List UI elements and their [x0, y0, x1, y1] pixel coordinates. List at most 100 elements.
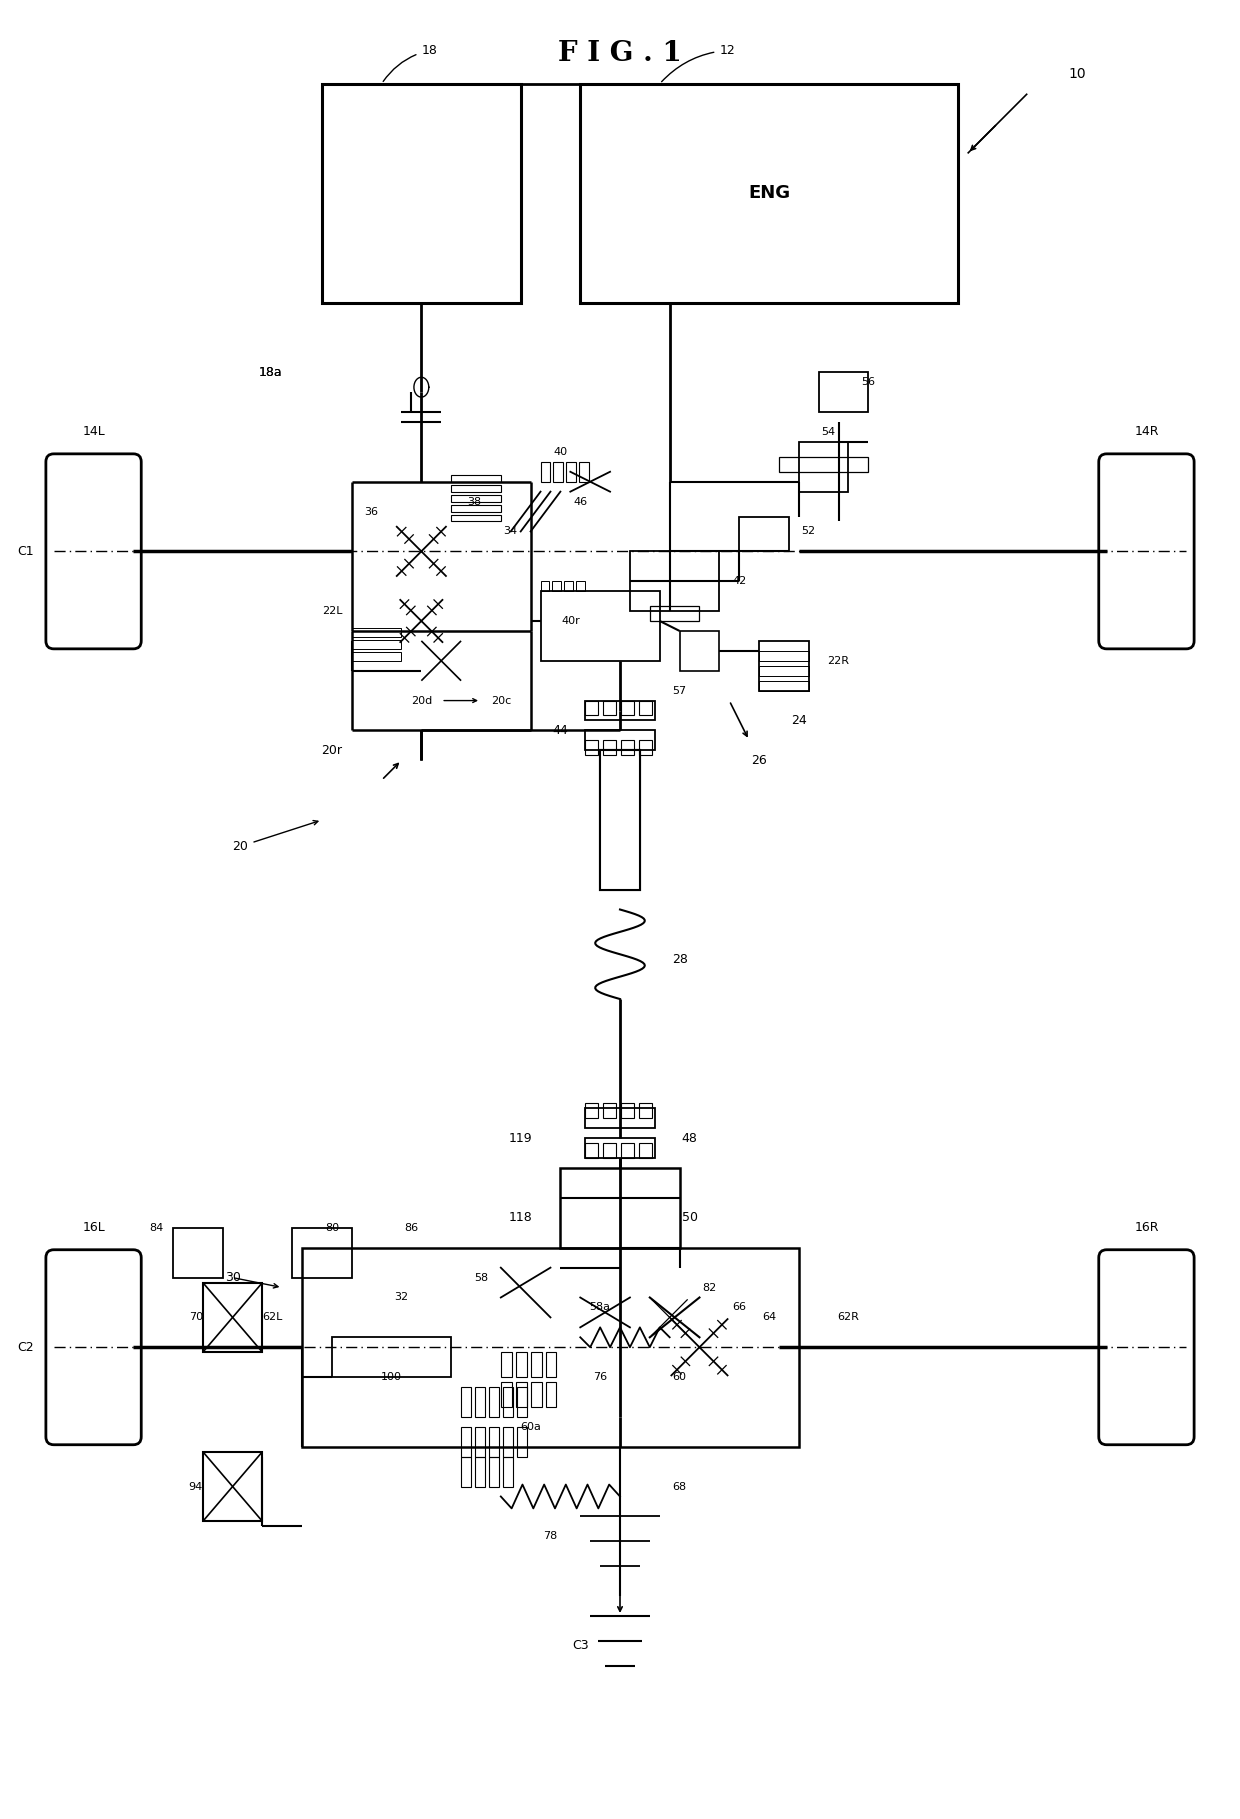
- Bar: [779, 457, 868, 471]
- Bar: [461, 1388, 471, 1417]
- Text: 32: 32: [394, 1293, 408, 1302]
- Bar: [501, 1352, 512, 1377]
- Bar: [564, 582, 573, 591]
- Text: C3: C3: [572, 1639, 589, 1652]
- Bar: [585, 1108, 655, 1128]
- Text: 20c: 20c: [491, 695, 511, 706]
- Text: 84: 84: [149, 1222, 164, 1233]
- Bar: [585, 740, 598, 755]
- Bar: [203, 1282, 263, 1352]
- Bar: [603, 1144, 616, 1159]
- Bar: [650, 606, 699, 620]
- Bar: [639, 1144, 652, 1159]
- Text: 48: 48: [682, 1131, 697, 1144]
- Bar: [585, 1139, 655, 1159]
- Text: 57: 57: [672, 686, 687, 695]
- Bar: [516, 1352, 527, 1377]
- Bar: [451, 495, 501, 502]
- Bar: [739, 517, 789, 551]
- Bar: [352, 628, 402, 637]
- Text: 16L: 16L: [82, 1221, 105, 1235]
- Bar: [451, 504, 501, 511]
- FancyBboxPatch shape: [1099, 1250, 1194, 1444]
- Bar: [451, 475, 501, 482]
- Text: 22L: 22L: [321, 606, 342, 617]
- Text: 52: 52: [802, 526, 816, 537]
- Text: F I G . 1: F I G . 1: [558, 40, 682, 67]
- Text: 34: 34: [503, 526, 518, 537]
- Bar: [621, 1144, 634, 1159]
- Bar: [799, 442, 848, 491]
- Text: C2: C2: [17, 1341, 33, 1353]
- Bar: [759, 640, 808, 691]
- Bar: [352, 640, 402, 649]
- Bar: [502, 1388, 512, 1417]
- Bar: [680, 631, 719, 671]
- Text: 78: 78: [543, 1532, 558, 1541]
- Bar: [585, 700, 598, 715]
- Text: 30: 30: [224, 1271, 241, 1284]
- Text: 86: 86: [404, 1222, 418, 1233]
- Text: 26: 26: [751, 753, 766, 768]
- Text: C1: C1: [17, 546, 33, 558]
- Text: 58: 58: [474, 1273, 489, 1282]
- Text: 80: 80: [325, 1222, 339, 1233]
- Bar: [585, 1104, 598, 1119]
- Text: 60a: 60a: [520, 1422, 541, 1432]
- Bar: [759, 666, 808, 675]
- Text: 16R: 16R: [1135, 1221, 1158, 1235]
- Text: 40r: 40r: [560, 617, 580, 626]
- Text: 100: 100: [381, 1372, 402, 1382]
- Bar: [567, 462, 577, 482]
- Bar: [517, 1388, 527, 1417]
- Bar: [475, 1388, 485, 1417]
- Bar: [531, 1352, 542, 1377]
- Bar: [553, 582, 562, 591]
- Bar: [541, 582, 549, 591]
- Text: 36: 36: [365, 506, 378, 517]
- Bar: [621, 740, 634, 755]
- Bar: [475, 1426, 485, 1457]
- Text: 68: 68: [672, 1481, 687, 1492]
- FancyBboxPatch shape: [1099, 455, 1194, 649]
- Text: 66: 66: [732, 1302, 746, 1313]
- Bar: [352, 651, 402, 660]
- Text: 76: 76: [593, 1372, 608, 1382]
- Text: 58a: 58a: [590, 1302, 610, 1313]
- Text: 46: 46: [573, 497, 588, 508]
- Text: 20r: 20r: [321, 744, 342, 757]
- Text: 18a: 18a: [259, 366, 283, 378]
- Text: 42: 42: [732, 577, 746, 586]
- Text: 28: 28: [672, 953, 687, 966]
- Bar: [577, 582, 585, 591]
- Bar: [332, 1337, 451, 1377]
- Text: 14R: 14R: [1135, 426, 1158, 438]
- Bar: [203, 1452, 263, 1521]
- Bar: [585, 700, 655, 720]
- Bar: [585, 731, 655, 749]
- Bar: [553, 462, 563, 482]
- Bar: [759, 651, 808, 660]
- Text: 18a: 18a: [259, 366, 283, 378]
- Text: 64: 64: [761, 1311, 776, 1322]
- Text: 82: 82: [702, 1282, 717, 1293]
- Bar: [322, 84, 521, 302]
- Bar: [502, 1426, 512, 1457]
- Bar: [461, 1457, 471, 1486]
- Bar: [174, 1228, 223, 1277]
- Bar: [517, 1426, 527, 1457]
- Bar: [579, 462, 589, 482]
- Bar: [489, 1388, 498, 1417]
- Text: 54: 54: [822, 427, 836, 437]
- Bar: [621, 700, 634, 715]
- Bar: [639, 740, 652, 755]
- Bar: [451, 515, 501, 522]
- Bar: [502, 1457, 512, 1486]
- Text: 14L: 14L: [82, 426, 105, 438]
- Bar: [489, 1426, 498, 1457]
- Bar: [818, 373, 868, 413]
- Text: 70: 70: [188, 1311, 203, 1322]
- Text: 44: 44: [553, 724, 568, 737]
- Bar: [516, 1382, 527, 1406]
- Bar: [759, 680, 808, 691]
